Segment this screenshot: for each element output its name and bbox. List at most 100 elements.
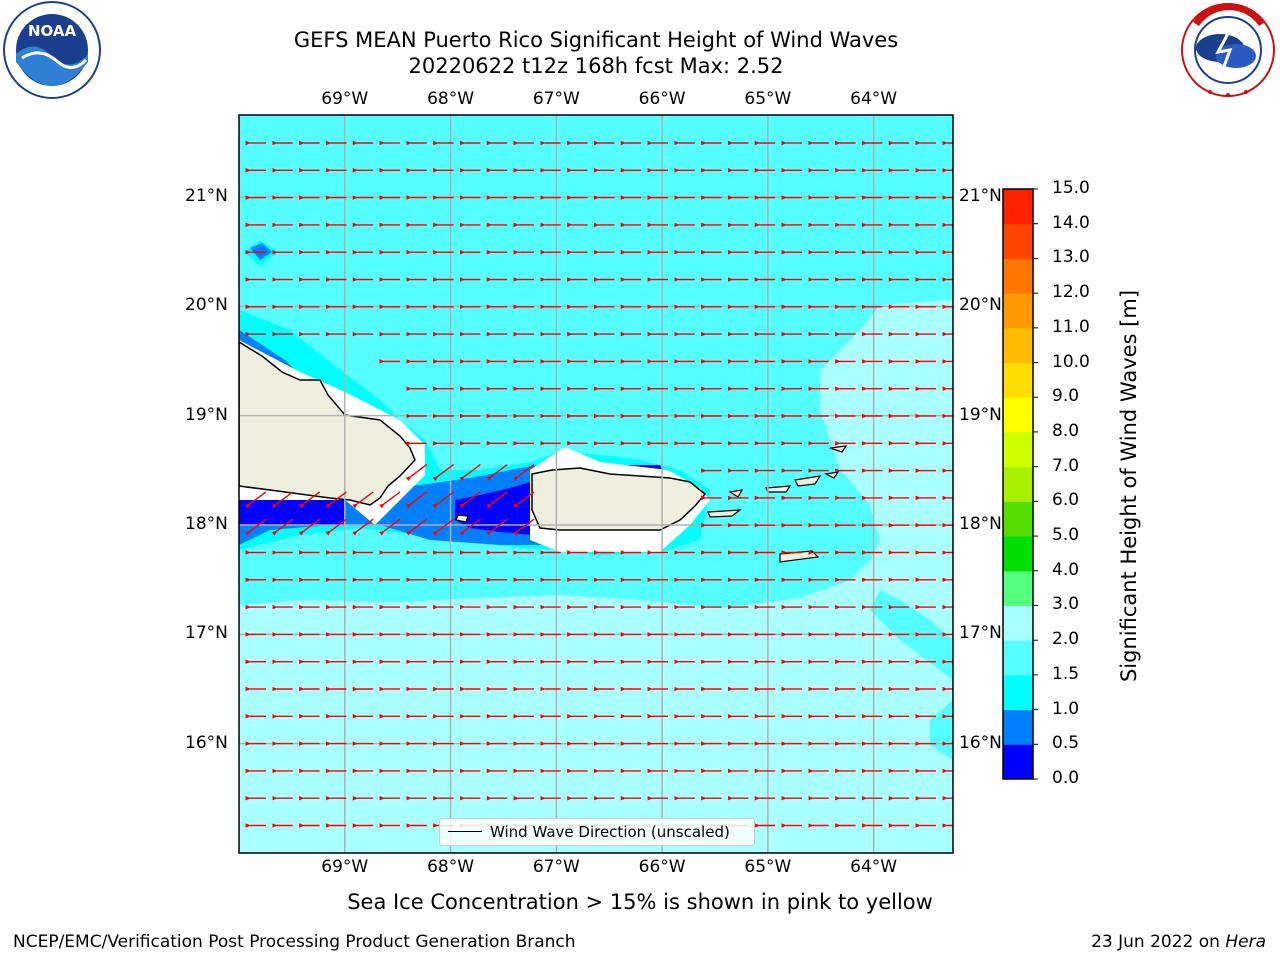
colorbar-swatch: [1003, 327, 1033, 364]
colorbar-label: Significant Height of Wind Waves [m]: [1117, 289, 1141, 683]
lat-label-left: 21°N: [185, 186, 228, 206]
lon-label-top: 66°W: [638, 89, 686, 109]
wind-wave-arrow: [432, 518, 455, 536]
wind-wave-arrow: [432, 464, 455, 482]
lon-label-top: 64°W: [850, 89, 898, 109]
lon-label-top: 67°W: [532, 89, 580, 109]
colorbar-swatch: [1003, 605, 1033, 641]
wind-wave-arrow: [486, 491, 508, 509]
colorbar-swatch: [1003, 397, 1033, 433]
colorbar-swatch: [1003, 431, 1033, 468]
wind-wave-arrow: [486, 464, 508, 482]
producer-credit: NCEP/EMC/Verification Post Processing Pr…: [13, 932, 576, 952]
colorbar-swatch: [1003, 466, 1033, 502]
wind-wave-arrow: [298, 491, 321, 509]
colorbar-tick-label: 6.0: [1052, 490, 1080, 511]
colorbar-tick-label: 11.0: [1052, 316, 1090, 337]
lon-label-bottom: 69°W: [321, 857, 369, 877]
lat-label-right: 18°N: [959, 514, 1002, 534]
wind-wave-arrow: [379, 491, 401, 509]
colorbar-swatch: [1003, 362, 1033, 398]
wind-wave-arrow: [271, 491, 294, 509]
lat-label-right: 17°N: [959, 623, 1002, 644]
wind-wave-arrow: [298, 518, 321, 536]
wind-wave-arrow: [271, 518, 294, 536]
vector-legend: Wind Wave Direction (unscaled): [439, 818, 755, 846]
sea-ice-note: Sea Ice Concentration > 15% is shown in …: [347, 890, 933, 914]
lon-label-top: 69°W: [321, 89, 369, 109]
lon-label-top: 68°W: [427, 89, 475, 109]
land-mona-island: [455, 514, 469, 523]
wind-wave-arrow: [459, 464, 481, 482]
lon-label-bottom: 65°W: [744, 857, 792, 877]
lon-label-bottom: 67°W: [532, 857, 580, 877]
wind-wave-arrow: [513, 491, 535, 509]
legend-label: Wind Wave Direction (unscaled): [490, 823, 730, 841]
colorbar-tick-label: 12.0: [1052, 282, 1090, 303]
colorbar-swatch: [1003, 223, 1033, 259]
lon-label-bottom: 68°W: [427, 857, 475, 877]
colorbar-tick-label: 4.0: [1052, 559, 1080, 580]
lat-label-right: 16°N: [959, 732, 1002, 753]
colorbar-swatch: [1003, 640, 1033, 676]
colorbar-tick-label: 14.0: [1052, 212, 1090, 233]
map-frame: [238, 114, 954, 854]
wind-wave-arrow: [245, 491, 267, 509]
land-vieques: [707, 509, 742, 518]
chart-subtitle: 20220622 t12z 168h fcst Max: 2.52: [408, 54, 784, 78]
wind-wave-arrow: [325, 491, 347, 509]
colorbar: [1002, 188, 1038, 780]
lat-label-left: 20°N: [185, 295, 228, 316]
land-tortola: [794, 475, 822, 487]
wind-wave-arrow: [352, 491, 374, 509]
nws-logo: [1181, 3, 1275, 97]
colorbar-tick-label: 2.0: [1052, 629, 1080, 650]
noaa-logo-text: NOAA: [28, 22, 77, 40]
colorbar-tick-label: 10.0: [1052, 351, 1090, 372]
colorbar-swatch: [1003, 258, 1033, 294]
lat-label-left: 18°N: [185, 514, 228, 534]
colorbar-swatch: [1003, 501, 1033, 537]
colorbar-tick-label: 0.5: [1052, 733, 1080, 754]
colorbar-swatch: [1003, 709, 1033, 745]
noaa-logo: NOAA: [3, 1, 101, 99]
colorbar-swatch: [1003, 189, 1033, 225]
colorbar-tick-label: 7.0: [1052, 455, 1080, 476]
wind-wave-arrow: [325, 518, 347, 536]
wind-wave-arrow: [513, 518, 535, 536]
production-host: Hera: [1225, 932, 1266, 952]
wind-wave-arrow: [245, 518, 267, 536]
wind-wave-arrow: [459, 491, 481, 509]
wind-wave-arrow: [513, 464, 535, 482]
wind-wave-arrow: [432, 491, 455, 509]
lon-label-bottom: 66°W: [638, 857, 686, 877]
colorbar-swatch: [1003, 674, 1033, 711]
land-culebra: [728, 489, 744, 498]
lat-label-left: 17°N: [185, 623, 228, 644]
colorbar-swatch: [1003, 536, 1033, 572]
colorbar-tick-label: 5.0: [1052, 525, 1080, 546]
production-date: 23 Jun 2022 on: [1091, 932, 1226, 952]
lat-label-right: 19°N: [959, 404, 1002, 425]
map-area: [239, 115, 953, 853]
lat-label-left: 19°N: [185, 404, 228, 425]
colorbar-tick-label: 1.0: [1052, 698, 1080, 719]
land-anegada: [829, 445, 848, 453]
colorbar-tick-label: 1.5: [1052, 663, 1080, 684]
lat-label-right: 21°N: [959, 186, 1002, 206]
colorbar-tick-label: 15.0: [1052, 178, 1090, 198]
wind-wave-arrow: [405, 518, 428, 536]
wind-wave-arrow: [379, 518, 401, 536]
land-hispaniola: [239, 341, 416, 506]
lat-label-left: 16°N: [185, 732, 228, 753]
lon-label-bottom: 64°W: [850, 857, 898, 877]
production-stamp: 23 Jun 2022 on Hera: [1091, 932, 1266, 952]
contour-0-0.5m-mona: [455, 482, 532, 535]
colorbar-tick-label: 0.0: [1052, 768, 1080, 788]
wind-wave-arrow: [405, 491, 428, 509]
land-virgin-gorda: [824, 471, 840, 479]
lat-label-right: 20°N: [959, 295, 1002, 316]
colorbar-swatch: [1003, 293, 1033, 329]
wind-wave-arrow: [459, 518, 481, 536]
